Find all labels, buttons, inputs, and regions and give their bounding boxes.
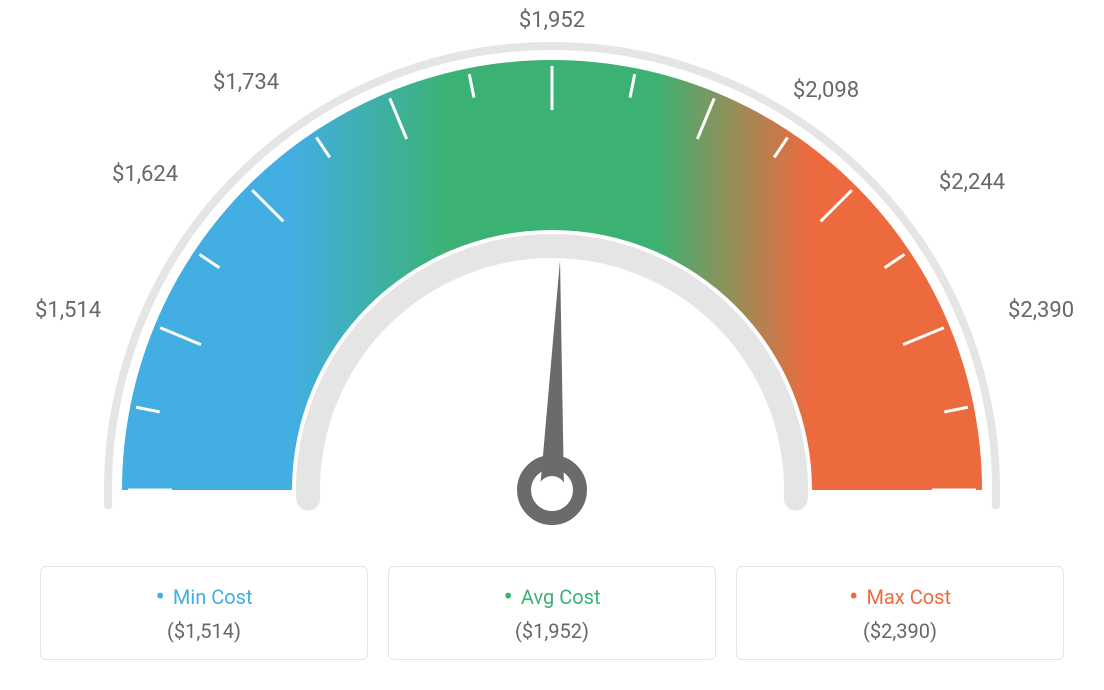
- gauge-svg: [0, 0, 1104, 560]
- gauge-tick-label: $2,390: [1008, 298, 1074, 323]
- cost-gauge: $1,514 $1,624 $1,734 $1,952 $2,098 $2,244 $2,3…: [0, 0, 1104, 560]
- gauge-tick-label: $1,952: [519, 8, 585, 33]
- legend-avg-label: Avg Cost: [503, 583, 600, 611]
- legend-max-value: ($2,390): [863, 619, 937, 643]
- legend-item-max: Max Cost ($2,390): [736, 566, 1064, 660]
- legend-item-avg: Avg Cost ($1,952): [388, 566, 716, 660]
- legend-min-label: Min Cost: [155, 583, 252, 611]
- gauge-tick-label: $2,098: [793, 78, 859, 103]
- legend-max-label: Max Cost: [849, 583, 951, 611]
- gauge-tick-label: $1,624: [112, 162, 178, 187]
- gauge-tick-label: $1,734: [213, 70, 279, 95]
- legend-item-min: Min Cost ($1,514): [40, 566, 368, 660]
- legend: Min Cost ($1,514) Avg Cost ($1,952) Max …: [40, 566, 1064, 660]
- legend-min-value: ($1,514): [167, 619, 241, 643]
- legend-avg-value: ($1,952): [515, 619, 589, 643]
- gauge-tick-label: $1,514: [35, 298, 101, 323]
- gauge-tick-label: $2,244: [939, 170, 1005, 195]
